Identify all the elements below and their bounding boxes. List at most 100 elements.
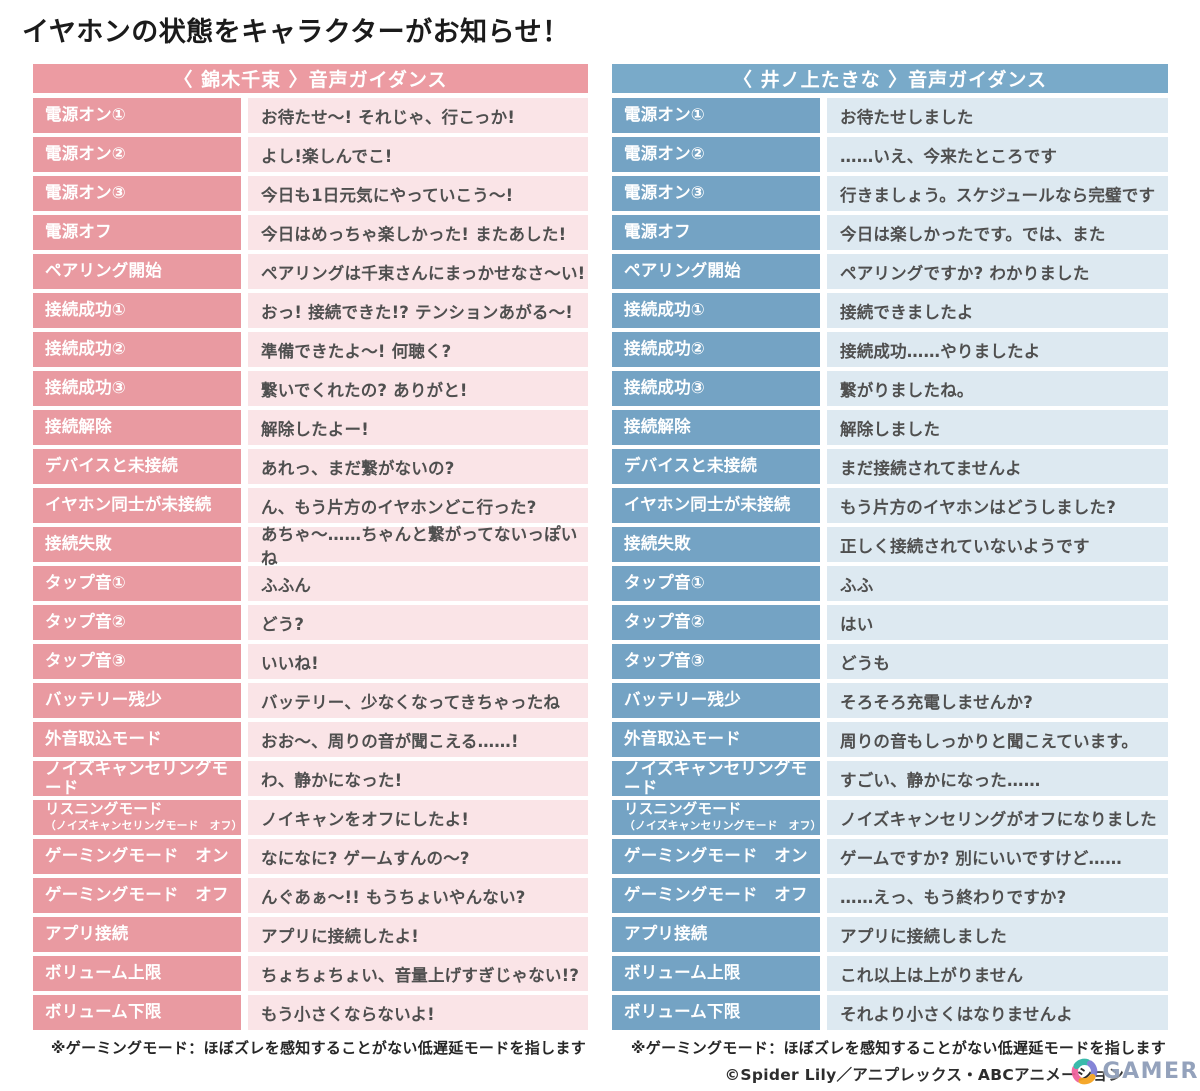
row-label: ボリューム下限 [33,995,241,1030]
row-label-text: ノイズキャンセリングモード [45,759,229,797]
row-value-text: そろそろ充電しませんか? [827,683,1168,718]
row-value-text: 接続できましたよ [827,293,1168,328]
row-value-text: ふふん [248,566,588,601]
row-value-text: 正しく接続されていないようです [827,527,1168,562]
row-value-text: アプリに接続したよ! [248,917,588,952]
guidance-tables: 〈 錦木千束 〉音声ガイダンス 電源オン① お待たせ～! それじゃ、行こっか! … [33,64,1197,1085]
row-value-text: お待たせ～! それじゃ、行こっか! [248,98,588,133]
row-label: タップ音② [33,605,241,640]
row-label-text: タップ音① [45,573,126,593]
row-label: 接続成功② [612,332,820,367]
row-label-text: 接続成功① [45,300,126,320]
row-label: ゲーミングモード オン [612,839,820,874]
row-label-text: 電源オン① [624,105,705,125]
row-label-subtext: （ノイズキャンセリングモード オフ） [45,819,243,833]
row-label: アプリ接続 [612,917,820,952]
row-label: ペアリング開始 [612,254,820,289]
row-label: ボリューム下限 [612,995,820,1030]
table-row: 電源オン③ 今日も1日元気にやっていこう～! [33,176,588,211]
row-label-text: ゲーミングモード オフ [624,885,808,905]
row-value-text: ちょちょちょい、音量上げすぎじゃない!? [248,956,588,991]
row-value-text: どうも [827,644,1168,679]
row-label: ゲーミングモード オフ [33,878,241,913]
row-value-text: おっ! 接続できた!? テンションあがる～! [248,293,588,328]
row-label-text: 電源オン③ [45,183,126,203]
row-label-text: 接続失敗 [45,534,112,554]
table-row: 接続成功① 接続できましたよ [612,293,1168,328]
row-value-text: ……いえ、今来たところです [827,137,1168,172]
chisato-table-rows: 電源オン① お待たせ～! それじゃ、行こっか! 電源オン② よし!楽しんでこ! … [33,98,588,1030]
row-label: バッテリー残少 [612,683,820,718]
row-value-text: どう? [248,605,588,640]
row-label: ノイズキャンセリングモード [612,759,820,797]
row-label: アプリ接続 [33,917,241,952]
table-row: ゲーミングモード オフ んぐあぁ～!! もうちょいやんない? [33,878,588,913]
row-label-text: ペアリング開始 [624,261,741,281]
row-label: 電源オフ [33,215,241,250]
chisato-table-header: 〈 錦木千束 〉音声ガイダンス [33,64,588,93]
table-row: タップ音① ふふ [612,566,1168,601]
gamer-watermark: GAMER [1068,1056,1199,1087]
table-row: イヤホン同士が未接続 ん、もう片方のイヤホンどこ行った? [33,488,588,523]
row-label-text: 接続解除 [624,417,691,437]
table-row: 電源オン② ……いえ、今来たところです [612,137,1168,172]
takina-guidance-table: 〈 井ノ上たきな 〉音声ガイダンス 電源オン① お待たせしました 電源オン② …… [612,64,1197,1085]
row-label-text: デバイスと未接続 [624,456,758,476]
table-row: アプリ接続 アプリに接続したよ! [33,917,588,952]
row-label: 外音取込モード [33,722,241,757]
row-label-text: リスニングモード [45,802,163,819]
table-row: ボリューム下限 それより小さくはなりませんよ [612,995,1168,1030]
table-row: ペアリング開始 ペアリングですか? わかりました [612,254,1168,289]
row-value-text: それより小さくはなりませんよ [827,995,1168,1030]
row-value-text: 繋いでくれたの? ありがと! [248,371,588,406]
row-label-text: ノイズキャンセリングモード [624,759,808,797]
table-row: 接続成功① おっ! 接続できた!? テンションあがる～! [33,293,588,328]
row-value-text: お待たせしました [827,98,1168,133]
table-row: ボリューム上限 ちょちょちょい、音量上げすぎじゃない!? [33,956,588,991]
row-label: イヤホン同士が未接続 [33,488,241,523]
table-row: 電源オン③ 行きましょう。スケジュールなら完璧です [612,176,1168,211]
row-label-text: 電源オン③ [624,183,705,203]
table-row: タップ音③ いいね! [33,644,588,679]
table-row: ゲーミングモード オフ ……えっ、もう終わりですか? [612,878,1168,913]
row-label-text: ペアリング開始 [45,261,162,281]
table-row: 接続解除 解除しました [612,410,1168,445]
gaming-mode-note-left: ※ゲーミングモード：ほぼズレを感知することがない低遅延モードを指します [50,1039,586,1057]
table-row: ペアリング開始 ペアリングは千束さんにまっかせなさ～い! [33,254,588,289]
row-value-text: ノイズキャンセリングがオフになりました [827,800,1168,835]
row-label: 電源オン② [33,137,241,172]
table-row: 電源オン② よし!楽しんでこ! [33,137,588,172]
row-label: ゲーミングモード オン [33,839,241,874]
row-label: タップ音① [33,566,241,601]
row-value-text: いいね! [248,644,588,679]
row-label-text: リスニングモード [624,802,742,819]
row-value-text: あれっ、まだ繋がないの? [248,449,588,484]
row-value-text: 行きましょう。スケジュールなら完璧です [827,176,1168,211]
row-label-text: ゲーミングモード オン [45,846,229,866]
copyright-text: ©Spider Lily／アニプレックス・ABCアニメーション [724,1066,1124,1084]
row-value-text: まだ接続されてませんよ [827,449,1168,484]
row-value-text: 接続成功……やりましたよ [827,332,1168,367]
table-row: タップ音③ どうも [612,644,1168,679]
row-label: リスニングモード （ノイズキャンセリングモード オフ） [612,800,821,835]
row-value-text: すごい、静かになった…… [827,761,1168,796]
gaming-mode-note-right: ※ゲーミングモード：ほぼズレを感知することがない低遅延モードを指します [630,1039,1166,1057]
row-label-text: 電源オン① [45,105,126,125]
row-value-text: もう片方のイヤホンはどうしました? [827,488,1168,523]
table-row: 電源オン① お待たせしました [612,98,1168,133]
row-label: デバイスと未接続 [612,449,820,484]
row-label: バッテリー残少 [33,683,241,718]
row-label-text: ボリューム下限 [624,1002,741,1022]
row-value-text: よし!楽しんでこ! [248,137,588,172]
row-value-text: アプリに接続しました [827,917,1168,952]
table-row: 接続成功② 接続成功……やりましたよ [612,332,1168,367]
row-label-text: 電源オフ [45,222,112,242]
row-label: 電源オン① [612,98,820,133]
row-label: 接続成功② [33,332,241,367]
row-value-text: ペアリングですか? わかりました [827,254,1168,289]
row-label-text: 電源オフ [624,222,691,242]
table-row: デバイスと未接続 まだ接続されてませんよ [612,449,1168,484]
row-label: 接続成功① [612,293,820,328]
page-title: イヤホンの状態をキャラクターがお知らせ！ [22,17,570,48]
row-label-text: 接続成功② [624,339,705,359]
